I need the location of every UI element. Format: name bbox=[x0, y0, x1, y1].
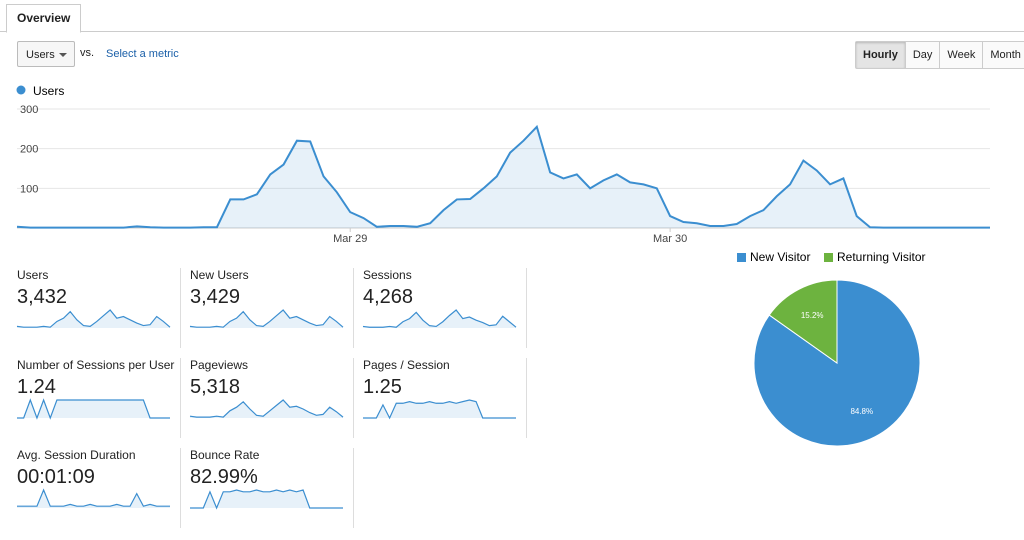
legend-label: New Visitor bbox=[750, 250, 810, 264]
metric-label: Bounce Rate bbox=[190, 448, 260, 462]
metric-value: 4,268 bbox=[363, 286, 414, 308]
pie-label: 84.8% bbox=[850, 407, 873, 416]
separator bbox=[180, 448, 181, 528]
metric-card: Avg. Session Duration 00:01:09 bbox=[17, 448, 177, 528]
legend-label: Returning Visitor bbox=[837, 250, 926, 264]
metric-value: 3,429 bbox=[190, 286, 241, 308]
legend-label: Users bbox=[33, 84, 64, 98]
area bbox=[17, 126, 990, 228]
metric-value: 5,318 bbox=[190, 376, 241, 398]
interval-button[interactable]: Hourly bbox=[856, 42, 905, 68]
y-tick-label: 100 bbox=[20, 183, 38, 195]
sparkline bbox=[189, 399, 344, 418]
metric-label: Users bbox=[17, 268, 49, 282]
metric-label: Sessions bbox=[363, 268, 412, 282]
sparkline bbox=[16, 309, 171, 328]
metric-value: 82.99% bbox=[190, 466, 258, 488]
y-tick-label: 200 bbox=[20, 144, 38, 156]
select-metric-link[interactable]: Select a metric bbox=[106, 48, 179, 60]
metric-card: Pageviews 5,318 bbox=[190, 358, 350, 438]
metric-value: 00:01:09 bbox=[17, 466, 95, 488]
y-tick-label: 300 bbox=[20, 104, 38, 116]
metric-card: Number of Sessions per User 1.24 bbox=[17, 358, 177, 438]
vs-label: vs. bbox=[80, 47, 95, 59]
metric-label: Number of Sessions per User bbox=[17, 358, 175, 372]
metric-card: Pages / Session 1.25 bbox=[363, 358, 523, 438]
x-tick-label: Mar 29 bbox=[333, 233, 367, 245]
separator bbox=[180, 358, 181, 438]
separator bbox=[353, 358, 354, 438]
metric-label: Pageviews bbox=[190, 358, 249, 372]
metric-label: Avg. Session Duration bbox=[17, 448, 136, 462]
metric-value: 1.25 bbox=[363, 376, 402, 398]
interval-button[interactable]: Month bbox=[982, 42, 1024, 68]
metric-card: Users 3,432 bbox=[17, 268, 177, 348]
overview-tab[interactable]: Overview bbox=[6, 4, 82, 33]
sparkline-area bbox=[363, 400, 516, 418]
sparkline bbox=[17, 398, 170, 420]
legend-swatch bbox=[737, 253, 746, 262]
metric-value: 3,432 bbox=[17, 286, 68, 308]
interval-button[interactable]: Week bbox=[939, 42, 983, 68]
interval-button[interactable]: Day bbox=[904, 42, 940, 68]
sparkline bbox=[362, 309, 517, 328]
separator bbox=[353, 268, 354, 348]
metric-card: Sessions 4,268 bbox=[363, 268, 523, 348]
legend-swatch bbox=[824, 253, 833, 262]
separator bbox=[180, 268, 181, 348]
line bbox=[16, 124, 990, 229]
separator bbox=[353, 448, 354, 528]
separator bbox=[526, 358, 527, 438]
pie-label: 15.2% bbox=[801, 311, 824, 320]
sparkline-area bbox=[190, 490, 343, 508]
interval-buttons: Hourly Day Week Month bbox=[855, 41, 1024, 69]
tab-border bbox=[0, 31, 1024, 32]
metric-value: 1.24 bbox=[17, 376, 56, 398]
metric-label: New Users bbox=[190, 268, 249, 282]
x-tick-label: Mar 30 bbox=[653, 233, 687, 245]
pie-slice bbox=[768, 279, 838, 364]
sparkline bbox=[363, 399, 516, 420]
sparkline bbox=[190, 489, 343, 510]
separator bbox=[526, 268, 527, 348]
metric-dropdown[interactable]: Users bbox=[17, 41, 75, 67]
sparkline bbox=[17, 488, 170, 507]
sparkline bbox=[189, 309, 344, 328]
metric-card: New Users 3,429 bbox=[190, 268, 350, 348]
metric-label: Pages / Session bbox=[363, 358, 450, 372]
metric-card: Bounce Rate 82.99% bbox=[190, 448, 350, 528]
legend-dot bbox=[16, 85, 26, 95]
sparkline-area bbox=[190, 400, 343, 418]
